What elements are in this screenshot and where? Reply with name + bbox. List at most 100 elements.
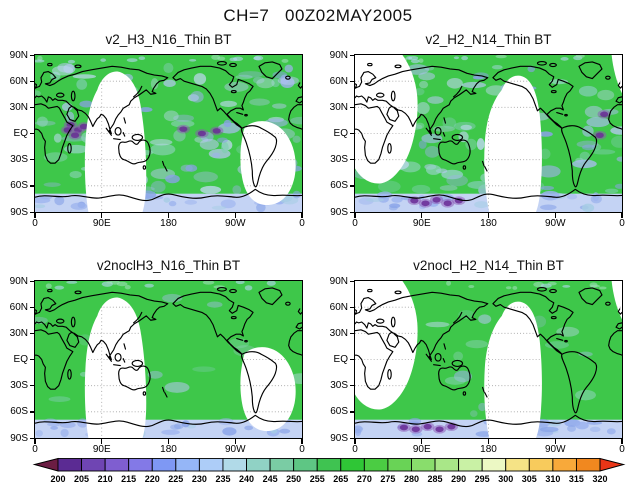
map-canvas-2 xyxy=(355,55,622,212)
colorbar: 200 205 210 215 220 225 230 235 240 245 250 255 265 2… xyxy=(32,457,626,484)
colorbar-segment xyxy=(387,458,412,472)
y-tick xyxy=(350,306,355,308)
colorbar-arrow-right xyxy=(599,457,626,472)
colorbar-label: 275 xyxy=(380,474,395,484)
y-tick xyxy=(30,133,35,135)
colorbar-segment xyxy=(128,458,153,472)
x-axis-label: 180 xyxy=(160,218,177,229)
y-axis-label: 90S xyxy=(10,432,28,444)
x-axis-label: 90E xyxy=(92,444,111,455)
y-axis-label: 30S xyxy=(10,154,28,166)
panel-title-3: v2noclH3_N16_Thin BT xyxy=(96,258,241,273)
x-tick xyxy=(167,439,170,444)
y-axis-label: 90N xyxy=(9,49,28,61)
x-axis-label: 180 xyxy=(480,444,497,455)
panel-title-4: v2nocl_H2_N14_Thin BT xyxy=(413,258,564,273)
x-axis-label: 0 xyxy=(299,444,305,455)
colorbar-segment xyxy=(198,458,224,472)
y-axis-label: 60N xyxy=(9,75,28,87)
y-axis-label: 90N xyxy=(9,275,28,287)
x-tick xyxy=(487,213,490,218)
y-axis-label: 60S xyxy=(330,406,348,418)
colorbar-label: 220 xyxy=(145,474,160,484)
y-axis-label: EQ xyxy=(13,354,28,365)
y-axis-label: EQ xyxy=(333,128,348,139)
x-axis-label: 0 xyxy=(299,218,305,229)
colorbar-segment xyxy=(552,458,577,472)
colorbar-label: 320 xyxy=(592,474,607,484)
y-axis-label: 30S xyxy=(10,380,28,392)
y-tick xyxy=(30,332,35,335)
y-axis-label: 30N xyxy=(329,327,348,339)
swath-gaps xyxy=(355,281,622,438)
y-tick xyxy=(30,80,35,82)
x-axis-label: 180 xyxy=(480,218,497,229)
y-tick xyxy=(350,211,355,213)
colorbar-segment xyxy=(575,458,601,472)
y-tick xyxy=(350,159,355,161)
coastlines xyxy=(355,288,622,427)
colorbar-label: 315 xyxy=(569,474,584,484)
y-tick xyxy=(30,211,35,213)
colorbar-segment xyxy=(481,458,507,472)
y-tick xyxy=(350,133,355,135)
colorbar-label: 235 xyxy=(215,474,230,484)
panel-title-2: v2_H2_N14_Thin BT xyxy=(425,32,552,47)
x-axis-label: 0 xyxy=(352,444,358,455)
colorbar-segment xyxy=(528,458,554,472)
x-tick xyxy=(621,439,623,444)
colorbar-segment xyxy=(57,458,83,472)
x-axis-label: 90W xyxy=(224,218,246,229)
colorbar-label: 245 xyxy=(263,474,278,484)
y-tick xyxy=(350,185,355,187)
y-tick xyxy=(350,54,355,56)
y-axis-label: 30N xyxy=(9,327,28,339)
figure-title: CH=7 00Z02MAY2005 xyxy=(223,6,413,25)
colorbar-segment xyxy=(340,458,365,472)
colorbar-segment xyxy=(458,458,483,472)
swath-gap xyxy=(355,55,418,184)
y-tick xyxy=(350,106,355,109)
y-axis-label: 60S xyxy=(10,406,28,418)
x-tick xyxy=(101,213,103,218)
swath-gaps xyxy=(355,55,622,212)
colorbar-label: 240 xyxy=(239,474,254,484)
y-tick xyxy=(30,280,35,282)
y-tick xyxy=(350,280,355,282)
colorbar-label: 250 xyxy=(286,474,301,484)
x-tick xyxy=(554,213,556,218)
y-tick xyxy=(350,411,355,413)
y-axis-label: 90N xyxy=(329,275,348,287)
x-tick xyxy=(421,439,423,444)
colorbar-label: 255 xyxy=(310,474,325,484)
map-canvas-4 xyxy=(355,281,622,438)
colorbar-label: 200 xyxy=(50,474,65,484)
y-axis-label: 30S xyxy=(330,380,348,392)
y-tick xyxy=(30,54,35,56)
swath-gap xyxy=(484,301,542,438)
x-tick xyxy=(34,213,36,218)
colorbar-label: 205 xyxy=(74,474,89,484)
colorbar-segment xyxy=(316,458,342,472)
y-axis-label: 30N xyxy=(9,101,28,113)
colorbar-segment xyxy=(104,458,130,472)
y-tick xyxy=(30,185,35,187)
y-axis-label: 30S xyxy=(330,154,348,166)
x-tick xyxy=(234,439,236,444)
colorbar-segment xyxy=(505,458,530,472)
y-tick xyxy=(30,437,35,439)
swath-gap xyxy=(355,281,418,410)
colorbar-label: 290 xyxy=(451,474,466,484)
y-tick xyxy=(30,359,35,361)
x-tick xyxy=(354,213,356,218)
colorbar-label: 210 xyxy=(98,474,113,484)
y-axis-label: EQ xyxy=(333,354,348,365)
x-axis-label: 90E xyxy=(412,444,431,455)
colorbar-segment xyxy=(411,458,436,472)
y-tick xyxy=(350,332,355,335)
colorbar-label: 285 xyxy=(428,474,443,484)
colorbar-segment xyxy=(151,458,177,472)
x-tick xyxy=(301,439,303,444)
x-axis-label: 90W xyxy=(544,444,566,455)
